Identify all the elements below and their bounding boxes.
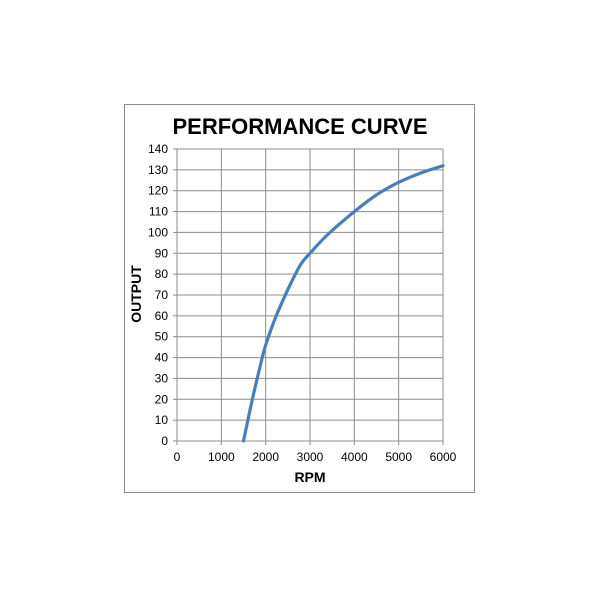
chart-frame [124,104,475,493]
y-tick-label: 40 [155,351,169,365]
performance-line [241,164,445,443]
x-tick-label: 1000 [208,450,235,464]
y-tick-label: 30 [155,371,169,385]
y-tick-label: 50 [155,330,169,344]
y-tick-label: 80 [155,267,169,281]
y-tick-label: 120 [148,184,168,198]
y-tick-label: 140 [148,142,168,156]
x-tick-label: 5000 [385,450,412,464]
y-axis-label: OUTPUT [128,265,144,323]
x-tick-label: 2000 [252,450,279,464]
y-tick-label: 0 [161,434,168,448]
x-tick-label: 4000 [341,450,368,464]
y-tick-label: 90 [155,246,169,260]
y-tick-label: 60 [155,309,169,323]
x-axis-label: RPM [294,469,325,485]
y-tick-label: 130 [148,163,168,177]
y-tick-label: 20 [155,392,169,406]
x-tick-label: 6000 [430,450,457,464]
tick-labels: 0 10 20 30 40 50 60 70 80 90 100 110 120 130 140 0 1000 2… [148,142,457,464]
grid [173,148,444,445]
y-tick-label: 100 [148,225,168,239]
x-tick-label: 3000 [297,450,324,464]
y-tick-label: 70 [155,288,169,302]
chart-title: PERFORMANCE CURVE [172,114,427,139]
series [241,164,445,443]
y-tick-label: 10 [155,413,169,427]
y-tick-label: 110 [149,205,168,219]
x-tick-label: 0 [174,450,181,464]
